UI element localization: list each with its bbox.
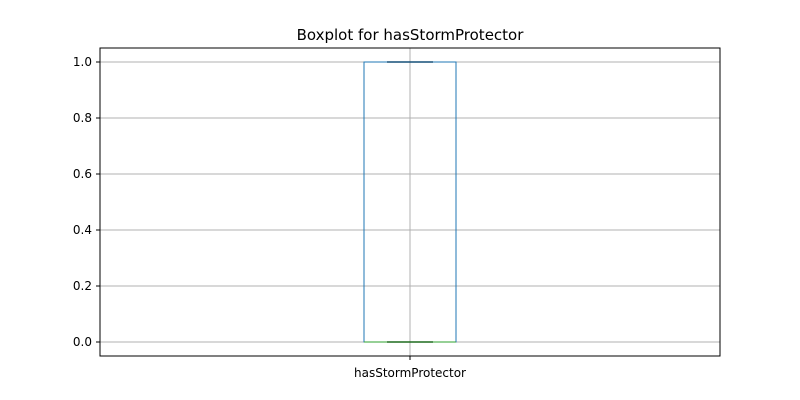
- y-tick-label: 0.0: [73, 335, 92, 349]
- y-tick-label: 0.6: [73, 167, 92, 181]
- y-tick-label: 0.8: [73, 111, 92, 125]
- axis-layer: 0.0 0.2 0.4 0.6 0.8 1.0 hasStormProtector: [73, 55, 466, 380]
- y-tick-label: 0.2: [73, 279, 92, 293]
- chart-title: Boxplot for hasStormProtector: [297, 26, 525, 44]
- x-tick-label: hasStormProtector: [354, 366, 466, 380]
- grid-layer: [100, 48, 720, 356]
- y-tick-label: 1.0: [73, 55, 92, 69]
- box-layer: [363, 61, 457, 343]
- y-tick-label: 0.4: [73, 223, 92, 237]
